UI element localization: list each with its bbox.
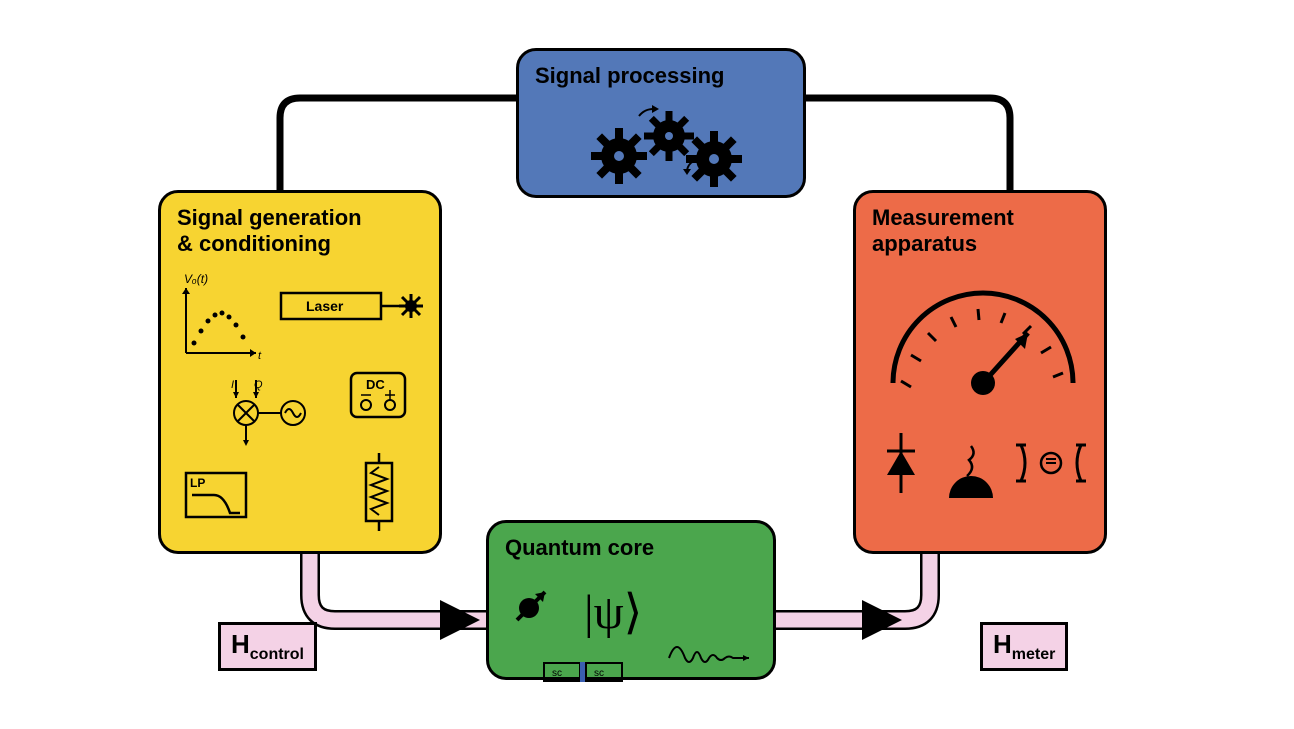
signal-generation-title: Signal generation & conditioning — [161, 193, 439, 270]
measurement-title: Measurement apparatus — [856, 193, 1104, 270]
svg-text:I: I — [231, 379, 234, 391]
svg-text:LP: LP — [190, 476, 205, 490]
quantum-core-box: Quantum core |ψ⟩ sc sc — [486, 520, 776, 680]
measurement-box: Measurement apparatus — [853, 190, 1107, 554]
quantum-core-icons: |ψ⟩ sc sc — [489, 563, 779, 683]
signal-generation-box: Signal generation & conditioning Vₒ(t) t… — [158, 190, 442, 554]
svg-text:|ψ⟩: |ψ⟩ — [584, 586, 642, 639]
svg-text:Vₒ(t): Vₒ(t) — [184, 272, 208, 286]
signal-generation-icons: Vₒ(t) t Laser I Q — [161, 263, 445, 553]
svg-text:Laser: Laser — [306, 298, 344, 314]
h-control-label: Hcontrol — [218, 622, 317, 671]
svg-text:sc: sc — [552, 668, 562, 679]
gears-icon — [579, 101, 759, 191]
signal-processing-box: Signal processing — [516, 48, 806, 198]
svg-text:sc: sc — [594, 668, 604, 679]
h-meter-label: Hmeter — [980, 622, 1068, 671]
svg-text:DC: DC — [366, 377, 385, 392]
svg-text:t: t — [258, 350, 262, 362]
signal-processing-title: Signal processing — [519, 51, 803, 101]
measurement-icons — [856, 263, 1110, 553]
